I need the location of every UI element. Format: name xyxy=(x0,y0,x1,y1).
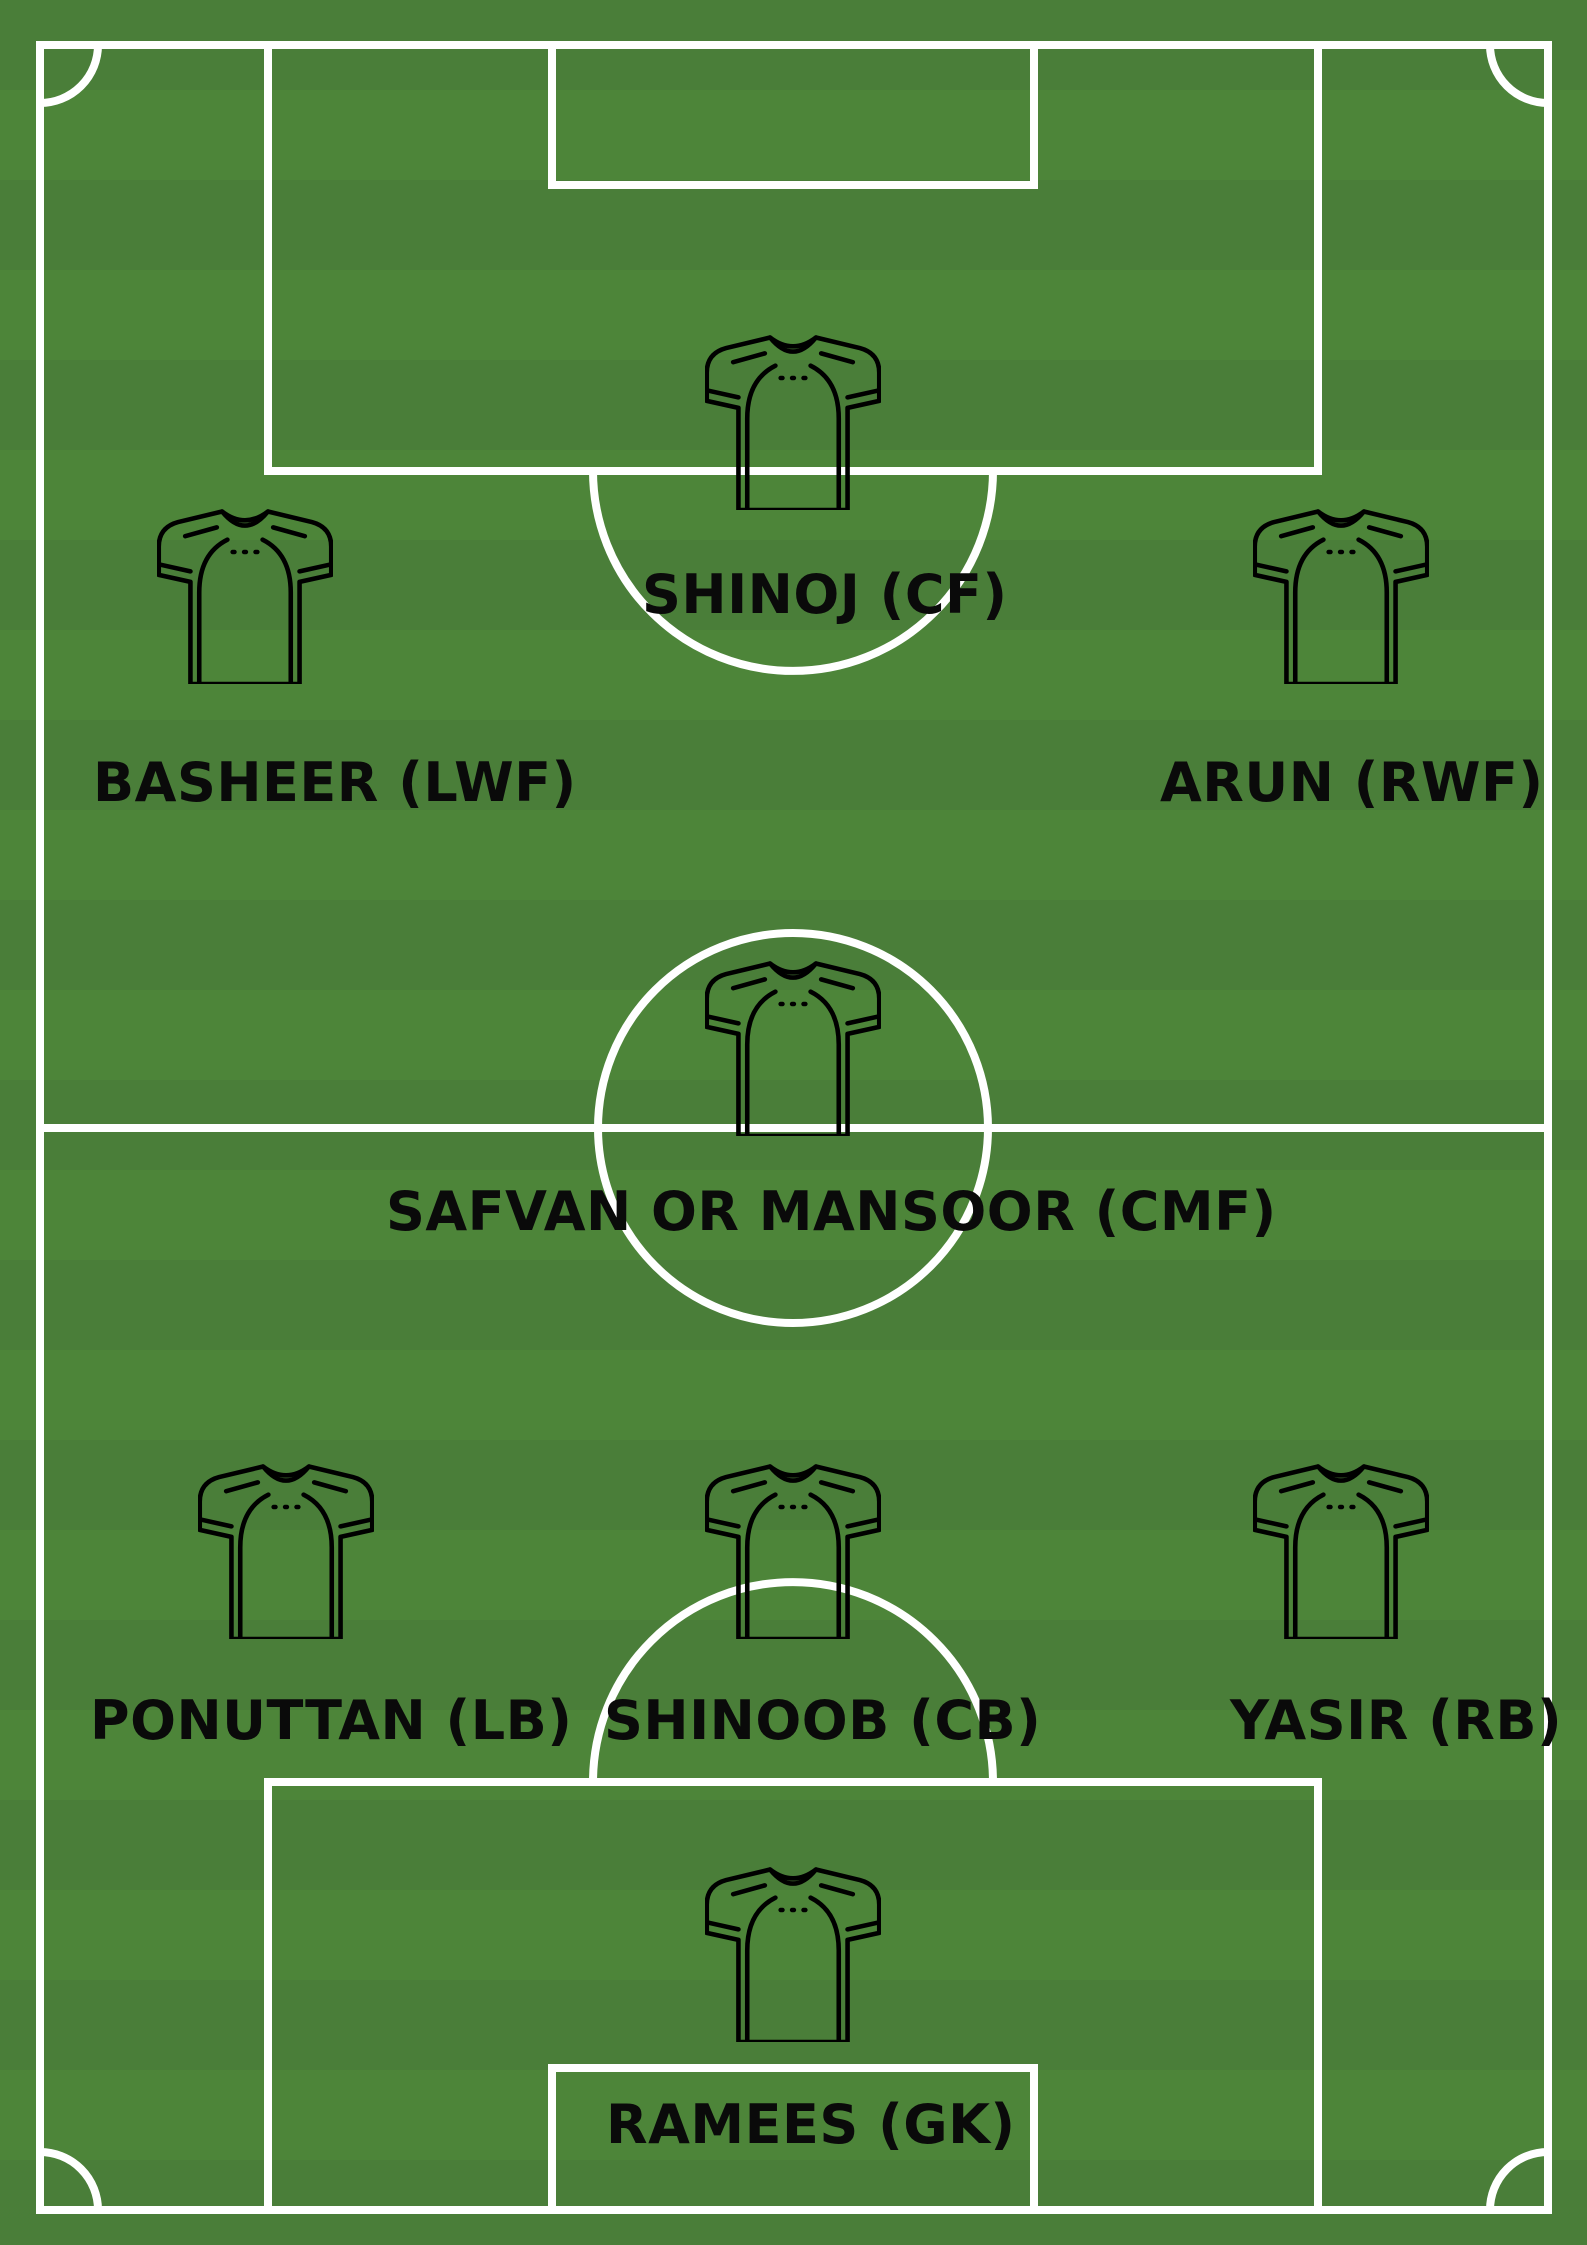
player-label-gk: RAMEES (GK) xyxy=(606,2093,1016,2156)
corner-arc-top-right xyxy=(1486,44,1549,107)
player-label-lwf: BASHEER (LWF) xyxy=(93,751,577,814)
jersey-icon xyxy=(1253,1464,1429,1639)
jersey-icon xyxy=(705,1867,881,2042)
jersey-icon xyxy=(1253,509,1429,684)
jersey-icon xyxy=(705,961,881,1136)
jersey-icon xyxy=(705,1464,881,1639)
player-label-lb: PONUTTAN (LB) xyxy=(90,1689,573,1752)
player-label-cf: SHINOJ (CF) xyxy=(642,563,1008,626)
jersey-icon xyxy=(198,1464,374,1639)
center-circle xyxy=(594,929,992,1327)
corner-arc-bottom-right xyxy=(1486,2148,1549,2211)
player-label-cb: SHINOOB (CB) xyxy=(604,1689,1042,1752)
player-label-rwf: ARUN (RWF) xyxy=(1160,751,1544,814)
jersey-icon xyxy=(705,335,881,510)
jersey-icon xyxy=(157,509,333,684)
corner-arc-bottom-left xyxy=(39,2148,102,2211)
corner-arc-top-left xyxy=(39,44,102,107)
player-label-rb: YASIR (RB) xyxy=(1230,1689,1563,1752)
bottom-penalty-arc xyxy=(589,1578,997,1783)
player-label-cmf: SAFVAN OR MANSOOR (CMF) xyxy=(386,1180,1277,1243)
top-goal-area xyxy=(548,41,1038,189)
bottom-goal-area xyxy=(548,2064,1038,2214)
top-penalty-arc xyxy=(589,470,997,675)
